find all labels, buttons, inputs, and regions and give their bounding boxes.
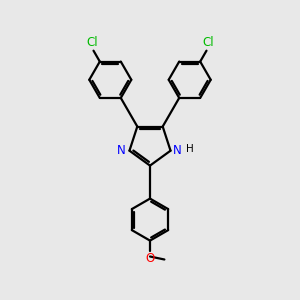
Text: N: N xyxy=(117,144,126,157)
Text: H: H xyxy=(186,144,194,154)
Text: Cl: Cl xyxy=(86,36,98,49)
Text: Cl: Cl xyxy=(202,36,214,49)
Text: O: O xyxy=(146,252,154,265)
Text: N: N xyxy=(173,144,182,157)
